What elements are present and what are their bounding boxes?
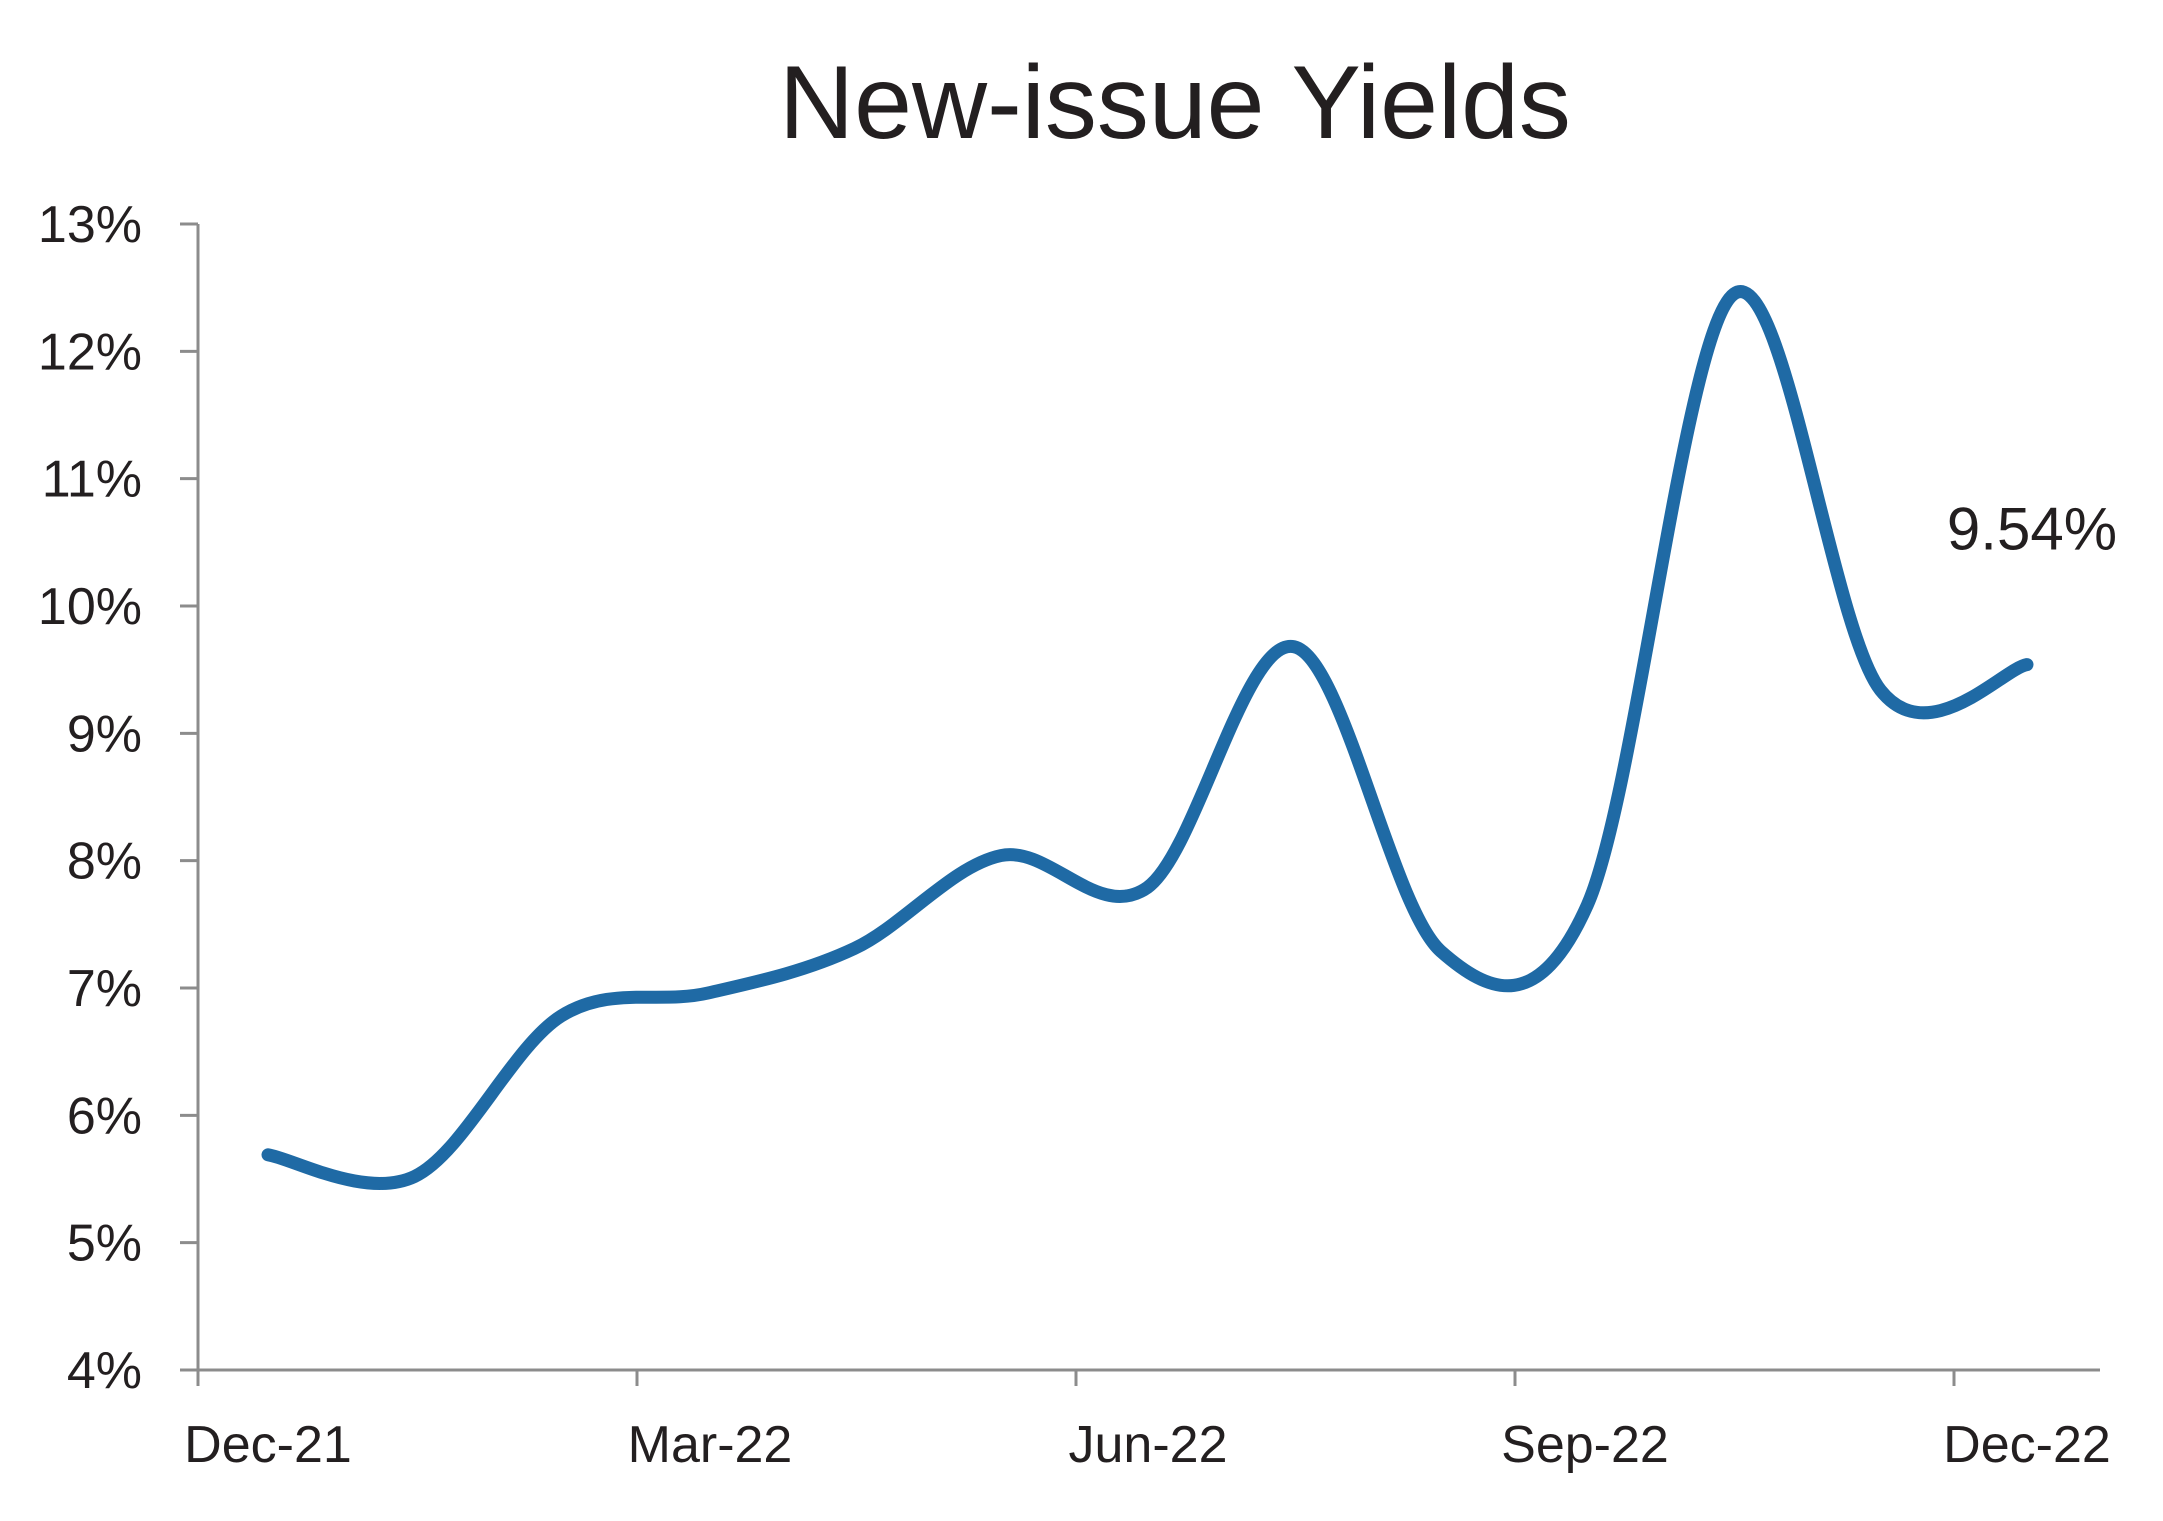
y-tick-label: 10% — [38, 578, 142, 636]
y-axis-ticks: 4% 5% 6% 7% 8% 9% 10% 11% 12% 13% — [38, 196, 198, 1400]
series-line — [261, 285, 2034, 1190]
x-tick-label: Sep-22 — [1501, 1416, 1669, 1474]
x-tick-label: Jun-22 — [1069, 1416, 1228, 1474]
y-tick-label: 5% — [67, 1215, 142, 1273]
chart-title: New-issue Yields — [779, 45, 1571, 161]
x-tick-label: Dec-22 — [1943, 1416, 2111, 1474]
y-tick-label: 7% — [67, 960, 142, 1018]
y-tick-label: 12% — [38, 323, 142, 381]
series-group — [261, 285, 2034, 1190]
y-tick-label: 13% — [38, 196, 142, 254]
data-label: 9.54% — [1947, 496, 2117, 563]
y-tick-label: 11% — [42, 451, 142, 509]
y-tick-label: 8% — [67, 833, 142, 891]
x-tick-label: Dec-21 — [184, 1416, 352, 1474]
y-tick-label: 4% — [67, 1342, 142, 1400]
x-tick-label: Mar-22 — [628, 1416, 793, 1474]
annotation-group: 9.54% — [1947, 496, 2117, 563]
x-axis-ticks: Dec-21 Mar-22 Jun-22 Sep-22 Dec-22 — [184, 1370, 2111, 1474]
y-tick-label: 6% — [67, 1087, 142, 1145]
y-tick-label: 9% — [67, 705, 142, 763]
